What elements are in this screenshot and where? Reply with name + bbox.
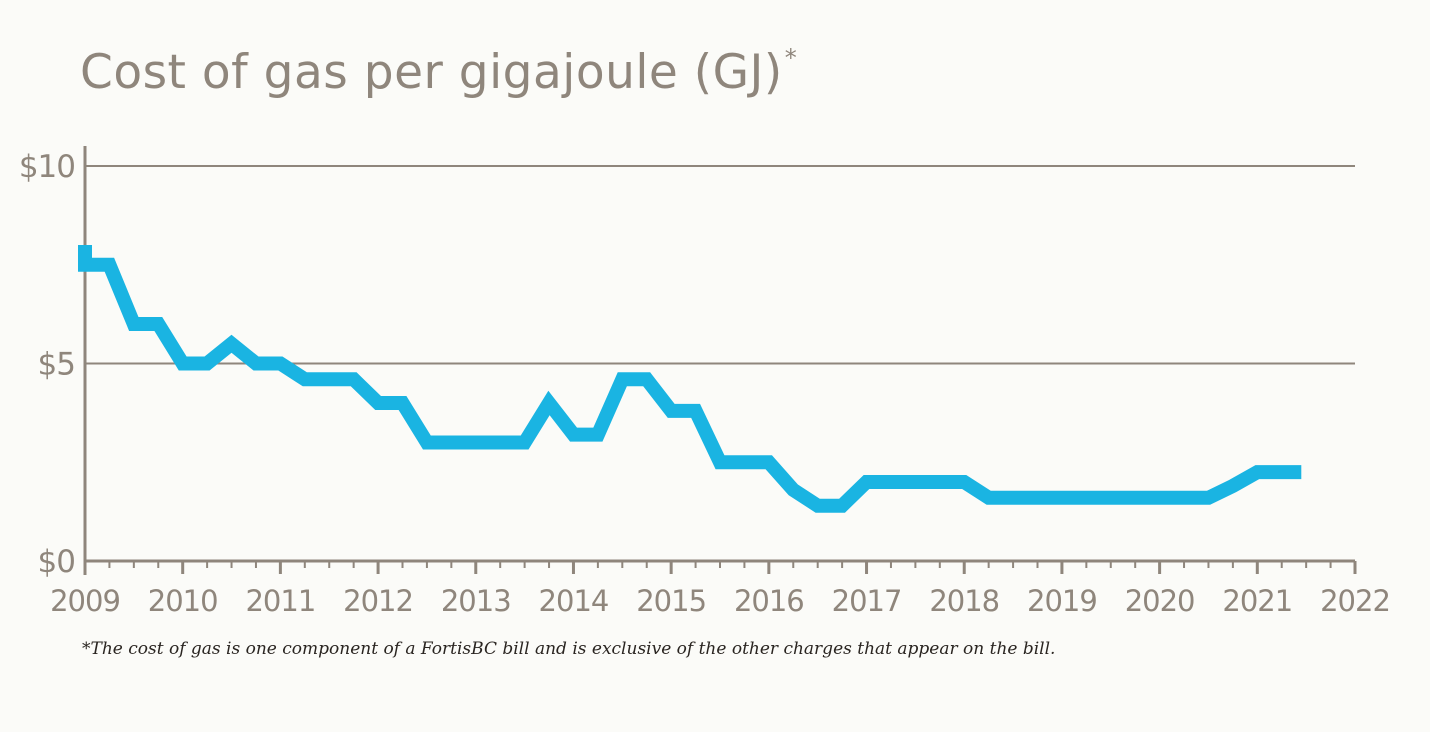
- x-axis-ticks: [83, 561, 1357, 574]
- x-tick-label: 2014: [539, 584, 609, 618]
- y-tick-label: $5: [38, 347, 75, 383]
- footnote: *The cost of gas is one component of a F…: [82, 639, 1056, 659]
- series-line-0: [78, 245, 1302, 513]
- y-tick-label: $10: [19, 149, 75, 185]
- x-tick-label: 2018: [929, 584, 999, 618]
- x-tick-label: 2022: [1320, 584, 1390, 618]
- x-tick-label: 2013: [441, 584, 511, 618]
- x-tick-label: 2017: [832, 584, 902, 618]
- x-tick-label: 2020: [1125, 584, 1195, 618]
- series-group: [78, 245, 1302, 513]
- x-tick-label: 2010: [148, 584, 218, 618]
- x-tick-label: 2016: [734, 584, 804, 618]
- y-axis-tick-labels: $0 $5 $10: [19, 149, 76, 580]
- x-axis-tick-labels: 2009 2010 2011 2012 2013 2014 2015 2016 2017 2018…: [50, 584, 1391, 618]
- x-tick-label: 2019: [1027, 584, 1097, 618]
- x-tick-label: 2021: [1222, 584, 1292, 618]
- chart-title-text: Cost of gas per gigajoule (GJ): [80, 45, 783, 100]
- x-tick-label: 2012: [343, 584, 413, 618]
- x-tick-label: 2011: [245, 584, 315, 618]
- x-tick-label: 2009: [50, 584, 120, 618]
- y-tick-label: $0: [38, 544, 75, 580]
- chart-title: Cost of gas per gigajoule (GJ)*: [80, 44, 797, 100]
- x-tick-label: 2015: [636, 584, 706, 618]
- gridlines: [85, 165, 1355, 365]
- title-footnote-mark: *: [784, 44, 798, 72]
